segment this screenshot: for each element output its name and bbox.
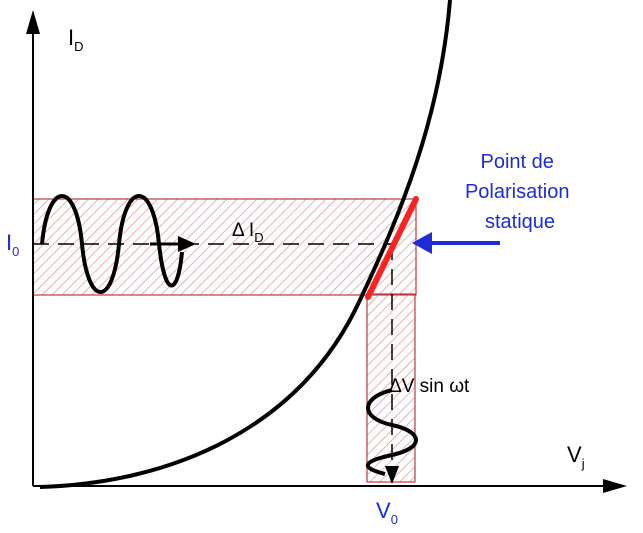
operating-current-label: I0 <box>6 230 19 259</box>
callout-text: Point de Polarisation statique <box>465 151 575 233</box>
voltage-wave-arrow-icon <box>385 466 399 484</box>
delta-voltage-label: ΔV sin ωt <box>389 376 470 397</box>
operating-point-tangent <box>365 196 419 300</box>
voltage-sine-wave <box>365 388 418 476</box>
y-axis-arrow <box>26 10 40 34</box>
current-sine-wave <box>40 194 184 294</box>
y-axis-label: ID <box>68 25 84 54</box>
x-axis-arrow <box>603 479 627 493</box>
x-axis-label: Vj <box>567 442 585 471</box>
diode-curve <box>39 0 452 489</box>
callout-arrow-icon <box>412 232 432 254</box>
delta-current-label: Δ ID <box>232 220 264 245</box>
current-wave-arrow-icon <box>178 236 196 252</box>
current-band <box>32 198 417 296</box>
operating-voltage-label: V0 <box>376 498 398 527</box>
